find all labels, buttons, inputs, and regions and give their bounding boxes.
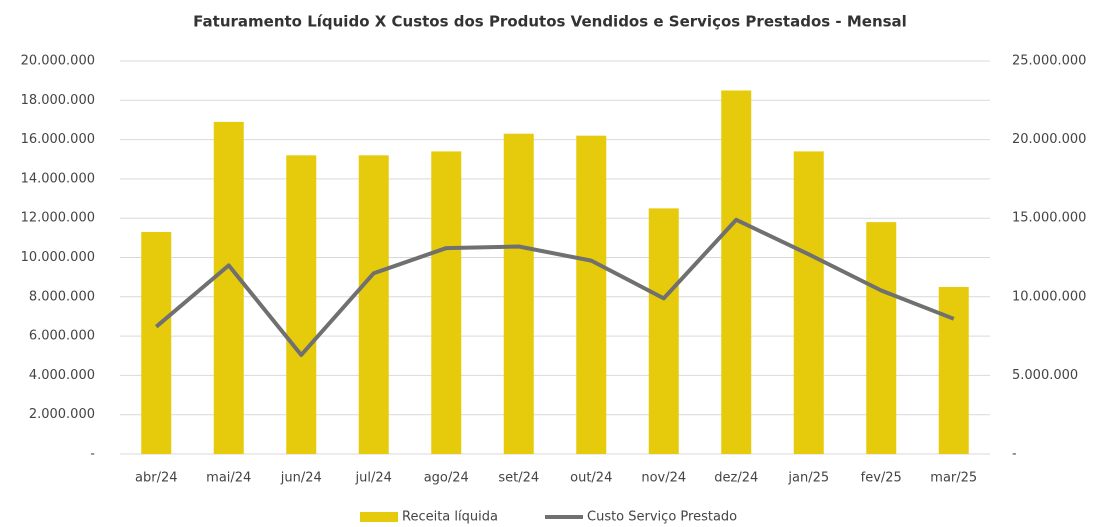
bar xyxy=(141,231,172,454)
x-tick-label: mai/24 xyxy=(206,471,251,486)
y-tick-label: 8.000.000 xyxy=(29,289,95,304)
y-tick-label: 20.000.000 xyxy=(21,54,95,69)
y-tick-label: - xyxy=(90,447,95,462)
x-tick-label: abr/24 xyxy=(135,471,178,486)
x-tick-label: jul/24 xyxy=(355,471,392,486)
y-tick-label: 6.000.000 xyxy=(29,329,95,344)
x-tick-label: jan/25 xyxy=(787,471,829,486)
y-tick-label: 14.000.000 xyxy=(21,171,95,186)
x-tick-label: out/24 xyxy=(570,471,612,486)
bar xyxy=(866,222,897,454)
bar xyxy=(431,151,462,454)
y2-tick-label: 15.000.000 xyxy=(1012,211,1086,226)
y2-tick-label: 5.000.000 xyxy=(1012,368,1078,383)
x-tick-label: ago/24 xyxy=(424,471,469,486)
x-tick-label: set/24 xyxy=(498,471,539,486)
legend-label: Custo Serviço Prestado xyxy=(587,510,737,525)
x-tick-label: fev/25 xyxy=(861,471,902,486)
bar xyxy=(648,208,679,454)
y-tick-label: 18.000.000 xyxy=(21,93,95,108)
x-tick-label: jun/24 xyxy=(280,471,322,486)
bar xyxy=(358,155,389,454)
legend-label: Receita líquida xyxy=(402,510,498,525)
chart-title: Faturamento Líquido X Custos dos Produto… xyxy=(193,13,907,31)
y-tick-label: 10.000.000 xyxy=(21,250,95,265)
bar xyxy=(721,90,752,454)
bar xyxy=(938,286,969,454)
y-tick-label: 2.000.000 xyxy=(29,407,95,422)
x-tick-label: nov/24 xyxy=(641,471,686,486)
x-tick-label: dez/24 xyxy=(714,471,758,486)
bar xyxy=(503,133,534,454)
y-tick-label: 4.000.000 xyxy=(29,368,95,383)
y2-tick-label: 20.000.000 xyxy=(1012,132,1086,147)
y-tick-label: 12.000.000 xyxy=(21,211,95,226)
bar xyxy=(576,135,607,455)
legend-swatch xyxy=(360,512,398,522)
y-tick-label: 16.000.000 xyxy=(21,132,95,147)
bar xyxy=(213,121,244,454)
bar xyxy=(793,151,824,454)
y2-tick-label: - xyxy=(1012,447,1017,462)
bar xyxy=(286,155,317,454)
y2-tick-label: 25.000.000 xyxy=(1012,54,1086,69)
line xyxy=(154,217,955,357)
y2-tick-label: 10.000.000 xyxy=(1012,289,1086,304)
x-tick-label: mar/25 xyxy=(930,471,977,486)
